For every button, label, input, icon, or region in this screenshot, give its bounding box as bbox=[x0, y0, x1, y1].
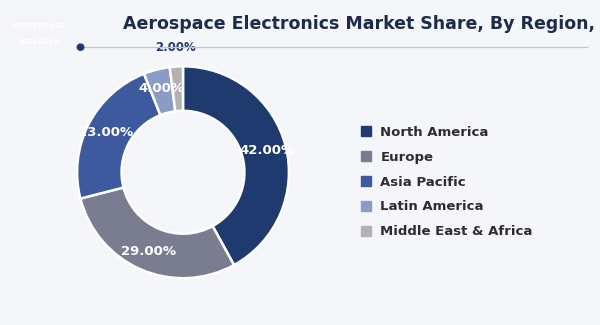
Text: 2.00%: 2.00% bbox=[155, 41, 196, 54]
Legend: North America, Europe, Asia Pacific, Latin America, Middle East & Africa: North America, Europe, Asia Pacific, Lat… bbox=[361, 126, 533, 238]
Text: ●: ● bbox=[76, 42, 85, 52]
Text: PRECEDENCE: PRECEDENCE bbox=[12, 23, 65, 29]
Text: 4.00%: 4.00% bbox=[139, 82, 184, 95]
Wedge shape bbox=[170, 66, 183, 111]
Wedge shape bbox=[77, 74, 160, 199]
Wedge shape bbox=[183, 66, 289, 265]
Text: Aerospace Electronics Market Share, By Region, 2022 (%): Aerospace Electronics Market Share, By R… bbox=[123, 15, 600, 32]
Text: RESEARCH: RESEARCH bbox=[17, 39, 60, 45]
Wedge shape bbox=[144, 67, 175, 115]
Wedge shape bbox=[80, 188, 234, 278]
Text: 29.00%: 29.00% bbox=[121, 245, 176, 258]
Text: 42.00%: 42.00% bbox=[239, 144, 295, 157]
Text: 23.00%: 23.00% bbox=[78, 126, 133, 139]
